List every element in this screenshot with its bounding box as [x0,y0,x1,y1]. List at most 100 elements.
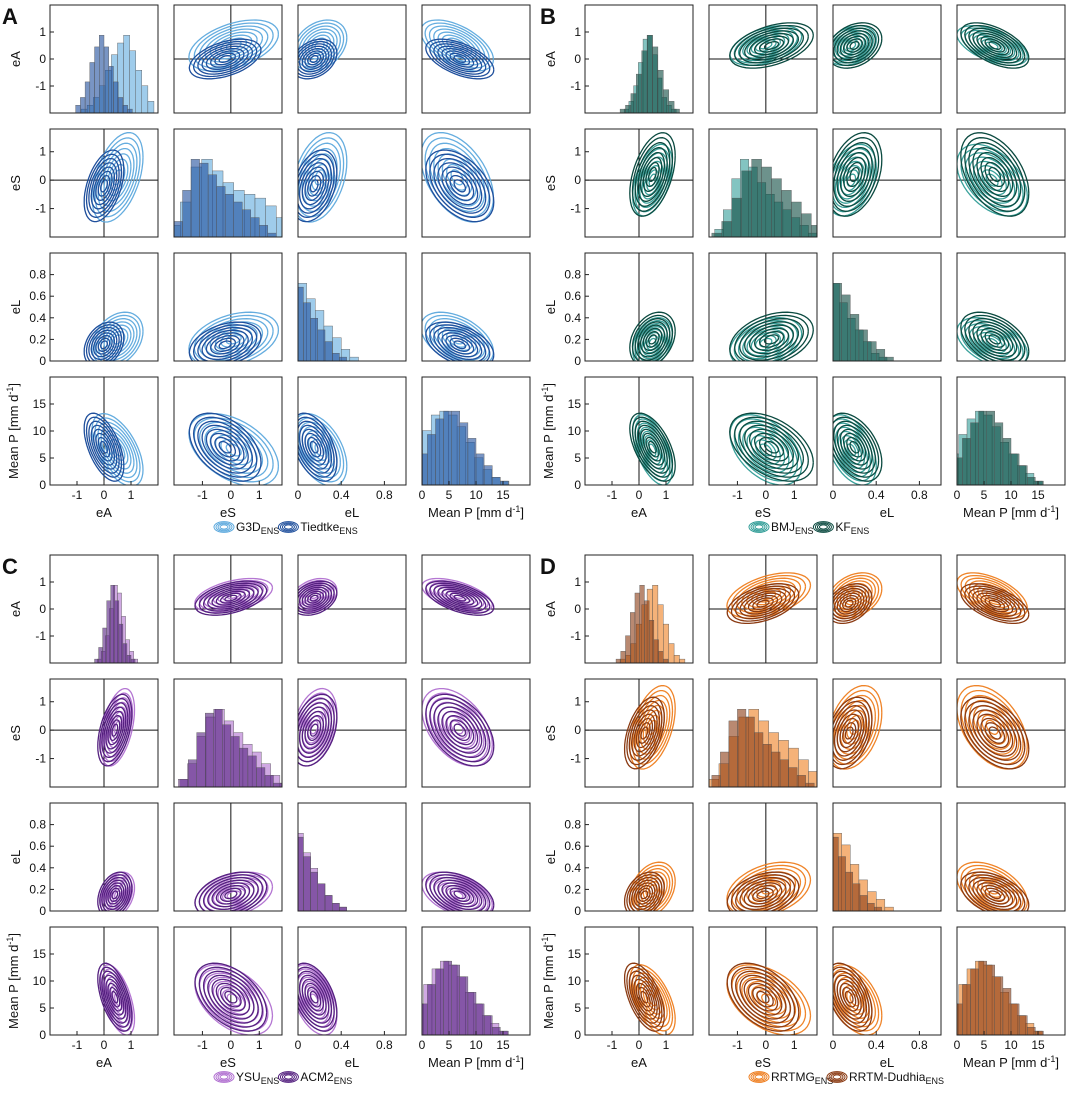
hist-bar [332,353,340,361]
contour-line [629,412,676,482]
cell-plot [585,679,693,787]
hist-bar [182,190,192,237]
contour-line [103,706,127,754]
contour-line [197,43,254,75]
hist-bar [422,453,428,485]
contour-line [980,594,1010,613]
hist-bar [99,35,105,113]
contour-line [88,420,120,474]
hist-bar [711,775,721,787]
cell-frame [708,926,818,1036]
contour-line [445,715,475,746]
cell-plot [83,377,144,485]
hist-bar [196,732,206,787]
contour-line [839,717,860,749]
cell-frame [297,926,407,1036]
contour-line [634,318,671,361]
hist-bar [500,480,509,485]
cell-plot [422,577,530,616]
hist-bar [962,984,971,1035]
contour-line [753,327,790,352]
y-axis-label: eA [8,51,23,67]
contour-line [988,166,1002,183]
hist-bar [317,883,326,911]
x-tick-label: 0 [954,488,961,502]
hist-bar [282,338,289,361]
hist-bar [1002,988,1012,1035]
cell-P-eL: 0 0.4 0.8 eL [830,926,942,1070]
y-tick-label: 0.8 [564,818,581,832]
hist-bar [850,314,860,361]
hist-bar [751,159,762,237]
cell-eA-eL [297,4,407,114]
contour-line [988,41,1002,50]
y-tick-label: -1 [35,752,46,766]
x-tick-label: 0 [419,1038,426,1052]
cell-plot [709,709,817,787]
cell-frame [297,678,407,788]
contour-line [639,151,666,197]
hist-bar [349,356,359,361]
contour-line [433,702,487,759]
contour-line [221,989,246,1011]
contour-line [743,978,783,1016]
legend-swatch-icon [219,1074,229,1080]
contour-line [836,978,862,1016]
y-tick-label: 15 [33,947,47,961]
legend-item-0: YSUENS [213,1070,279,1086]
hist-bar [188,759,197,787]
y-tick-label: -1 [570,202,581,216]
panel-letter: D [540,554,556,579]
contour-line [453,179,467,193]
hist-bar [841,294,851,361]
contour-line [433,43,487,75]
contour-line [642,877,663,902]
hist-bar [190,159,200,237]
y-tick-label: 0.2 [29,882,46,896]
hist-bar [1018,1015,1028,1035]
contour-line [298,142,341,213]
legend-swatch-icon [748,521,770,533]
contour-line [623,696,665,770]
cell-eA-eA: -1 0 1 eA [8,554,159,664]
y-tick-label: 0 [574,354,581,368]
hist-bar [332,903,340,911]
hist-bar [230,736,240,787]
contour-line [726,572,812,619]
contour-line [298,22,345,69]
contour-line [441,710,479,750]
hist-bar [411,1023,419,1035]
x-axis-label: eL [345,505,359,520]
contour-line [215,590,246,606]
hist-bar [874,906,882,911]
hist-bar [427,434,436,485]
contour-line [94,314,141,361]
contour-line [211,588,251,608]
contour-line [449,719,471,742]
hist-bar [620,651,626,663]
cell-eS-eS [173,128,283,238]
hist-bar [310,318,319,361]
contour-line [833,968,880,1032]
contour-line [729,311,814,361]
contour-line [192,40,258,78]
contour-line [836,713,862,753]
contour-line [972,879,1018,911]
contour-line [298,702,333,759]
contour-line [648,334,657,345]
contour-line [964,137,1026,212]
x-axis-label: eA [96,505,112,520]
legend-label: RRTMGENS [771,1070,833,1086]
hist-bar [282,888,289,911]
contour-line [744,30,800,61]
hist-bar [80,97,86,113]
x-tick-label: -1 [197,1038,208,1052]
contour-line [298,417,345,483]
legend-swatch-icon [748,1071,770,1083]
contour-line [429,874,491,911]
contour-line [839,32,870,59]
cell-eL-P [956,252,1066,362]
contour-line [301,47,327,71]
x-tick-label: 1 [791,1038,798,1052]
cell-eS-eL [832,128,942,238]
